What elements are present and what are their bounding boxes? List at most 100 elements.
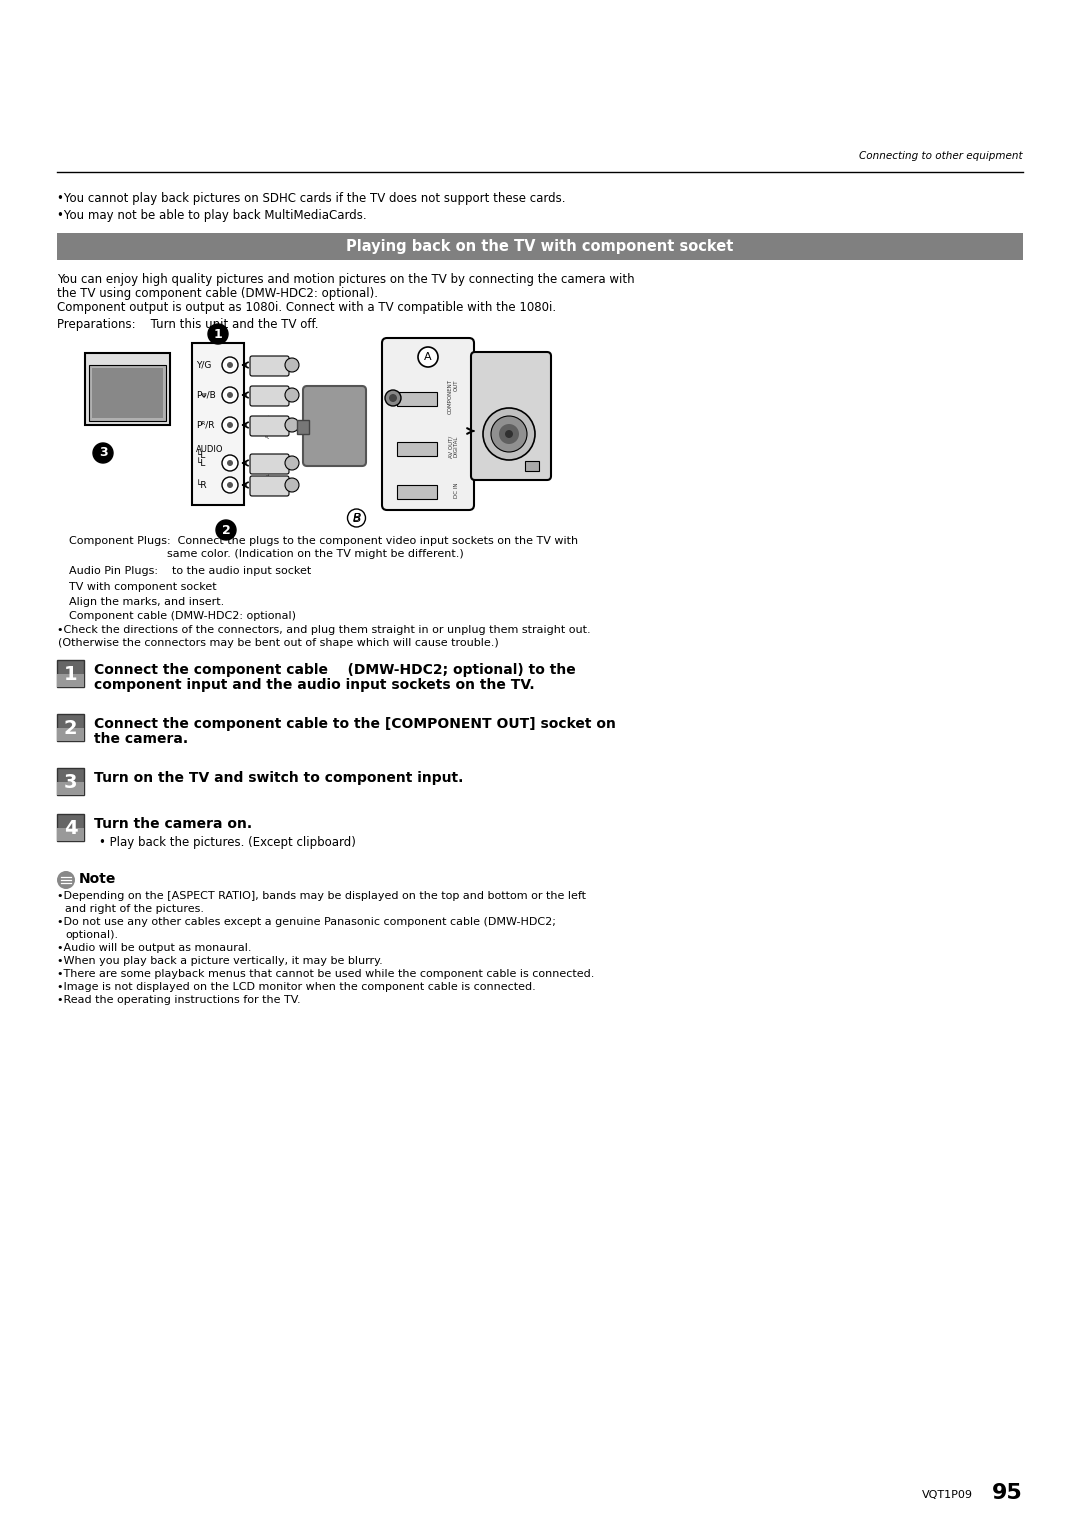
Text: Component output is output as 1080i. Connect with a TV compatible with the 1080i: Component output is output as 1080i. Con… (57, 301, 556, 314)
Circle shape (285, 388, 299, 401)
Text: Connect the component cable    (DMW-HDC2; optional) to the: Connect the component cable (DMW-HDC2; o… (94, 662, 576, 678)
Text: and right of the pictures.: and right of the pictures. (65, 903, 204, 914)
Text: • Play back the pictures. (Except clipboard): • Play back the pictures. (Except clipbo… (99, 836, 356, 848)
Circle shape (222, 478, 238, 493)
Circle shape (216, 520, 237, 540)
Text: 2: 2 (64, 719, 78, 739)
Text: A: A (424, 353, 432, 362)
Bar (397, 443, 437, 456)
Bar (525, 461, 539, 472)
Text: └R: └R (195, 481, 207, 490)
Bar (192, 343, 244, 505)
FancyBboxPatch shape (249, 386, 289, 406)
Circle shape (227, 392, 233, 398)
Circle shape (222, 417, 238, 433)
FancyBboxPatch shape (249, 356, 289, 375)
Text: COMPONENT
OUT: COMPONENT OUT (448, 380, 459, 415)
Circle shape (418, 346, 438, 366)
Bar (89, 365, 166, 421)
Circle shape (285, 359, 299, 372)
Text: component input and the audio input sockets on the TV.: component input and the audio input sock… (94, 678, 535, 691)
Text: TV with component socket: TV with component socket (69, 581, 217, 592)
Text: Align the marks, and insert.: Align the marks, and insert. (69, 597, 225, 607)
Text: the camera.: the camera. (94, 732, 188, 746)
FancyBboxPatch shape (249, 476, 289, 496)
Bar (297, 420, 309, 433)
Text: 4: 4 (64, 819, 78, 838)
Bar (57, 829, 84, 841)
Bar (57, 714, 84, 742)
Bar (92, 368, 163, 418)
Text: the TV using component cable (DMW-HDC2: optional).: the TV using component cable (DMW-HDC2: … (57, 287, 378, 301)
Circle shape (483, 407, 535, 459)
Text: Note: Note (79, 871, 117, 887)
Circle shape (285, 478, 299, 491)
Text: └L: └L (195, 450, 206, 459)
Text: B: B (353, 513, 361, 523)
Text: Turn the camera on.: Turn the camera on. (94, 816, 252, 832)
FancyBboxPatch shape (249, 455, 289, 475)
Text: Component Plugs:  Connect the plugs to the component video input sockets on the : Component Plugs: Connect the plugs to th… (69, 536, 578, 546)
Bar (57, 233, 1023, 259)
Bar (397, 392, 437, 406)
Bar (85, 353, 170, 426)
Text: •Audio will be output as monaural.: •Audio will be output as monaural. (57, 943, 252, 954)
Bar (57, 768, 84, 795)
Text: same color. (Indication on the TV might be different.): same color. (Indication on the TV might … (69, 549, 463, 559)
Text: Turn on the TV and switch to component input.: Turn on the TV and switch to component i… (94, 771, 463, 784)
Text: Playing back on the TV with component socket: Playing back on the TV with component so… (347, 240, 733, 255)
Bar (57, 781, 84, 795)
Text: Audio R: Audio R (267, 456, 271, 481)
Text: 1: 1 (64, 665, 78, 684)
Text: 2: 2 (221, 523, 230, 537)
Text: AUDIO: AUDIO (195, 444, 224, 453)
FancyBboxPatch shape (249, 417, 289, 436)
FancyBboxPatch shape (303, 386, 366, 465)
Text: Connect the component cable to the [COMPONENT OUT] socket on: Connect the component cable to the [COMP… (94, 717, 616, 731)
Circle shape (285, 418, 299, 432)
Text: •You cannot play back pictures on SDHC cards if the TV does not support these ca: •You cannot play back pictures on SDHC c… (57, 192, 566, 204)
Text: •You may not be able to play back MultiMediaCards.: •You may not be able to play back MultiM… (57, 209, 366, 221)
Circle shape (227, 459, 233, 465)
Text: AV OUT/
DIGITAL: AV OUT/ DIGITAL (448, 436, 459, 458)
Text: Pᴿ/R: Pᴿ/R (195, 421, 215, 429)
Circle shape (285, 456, 299, 470)
Text: •Check the directions of the connectors, and plug them straight in or unplug the: •Check the directions of the connectors,… (57, 626, 591, 635)
Circle shape (227, 482, 233, 488)
Text: •When you play back a picture vertically, it may be blurry.: •When you play back a picture vertically… (57, 955, 382, 966)
Circle shape (505, 430, 513, 438)
Text: Connecting to other equipment: Connecting to other equipment (860, 151, 1023, 162)
Circle shape (227, 423, 233, 427)
Text: Preparations:    Turn this unit and the TV off.: Preparations: Turn this unit and the TV … (57, 317, 319, 331)
Bar (57, 674, 84, 687)
Bar (57, 813, 84, 841)
Text: •Read the operating instructions for the TV.: •Read the operating instructions for the… (57, 995, 300, 1006)
Text: 95: 95 (993, 1483, 1023, 1503)
FancyBboxPatch shape (382, 337, 474, 510)
Text: Audio L: Audio L (267, 415, 271, 438)
Circle shape (389, 394, 397, 401)
Circle shape (499, 424, 519, 444)
Circle shape (222, 357, 238, 372)
Text: •Image is not displayed on the LCD monitor when the component cable is connected: •Image is not displayed on the LCD monit… (57, 983, 536, 992)
Bar (57, 728, 84, 742)
Text: DC IN: DC IN (454, 482, 459, 497)
Text: 3: 3 (64, 774, 78, 792)
Text: Audio Pin Plugs:    to the audio input socket: Audio Pin Plugs: to the audio input sock… (69, 566, 311, 575)
Circle shape (93, 443, 113, 462)
Circle shape (491, 417, 527, 452)
Text: 3: 3 (98, 447, 107, 459)
Text: You can enjoy high quality pictures and motion pictures on the TV by connecting : You can enjoy high quality pictures and … (57, 273, 635, 285)
Text: B: B (352, 511, 361, 525)
Text: optional).: optional). (65, 929, 118, 940)
Text: 1: 1 (214, 328, 222, 340)
Text: •There are some playback menus that cannot be used while the component cable is : •There are some playback menus that cann… (57, 969, 594, 980)
Text: •Do not use any other cables except a genuine Panasonic component cable (DMW-HDC: •Do not use any other cables except a ge… (57, 917, 556, 926)
Text: •Depending on the [ASPECT RATIO], bands may be displayed on the top and bottom o: •Depending on the [ASPECT RATIO], bands … (57, 891, 586, 900)
Text: └L: └L (195, 458, 206, 467)
Circle shape (222, 388, 238, 403)
Circle shape (57, 871, 75, 890)
Bar (57, 661, 84, 687)
Text: Y/G: Y/G (195, 360, 212, 369)
Bar (397, 485, 437, 499)
